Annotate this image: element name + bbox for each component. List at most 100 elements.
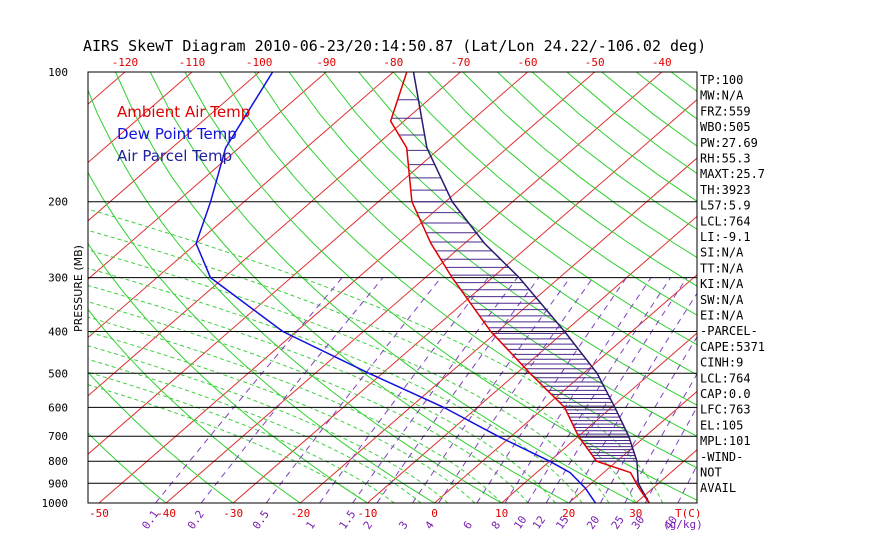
top-temp-tick-label: -50 (585, 56, 605, 69)
mixing-ratio-line (476, 277, 627, 503)
pressure-tick-label: 300 (48, 272, 68, 285)
parameter-item: LI:-9.1 (700, 230, 751, 244)
bottom-temperature-axis: -50 -40 -30 -20 -10 0 10 20 30 T(C) (89, 507, 701, 520)
legend-dew-point: Dew Point Temp (117, 125, 237, 143)
moist-adiabat-line (88, 301, 529, 503)
parameter-item: L57:5.9 (700, 199, 751, 213)
parameter-item: CAPE:5371 (700, 340, 765, 354)
isotherm-line (770, 72, 870, 503)
parameter-item: -WIND- (700, 450, 743, 464)
dry-adiabat-line (392, 72, 697, 316)
pressure-tick-label: 800 (48, 455, 68, 468)
parameter-item: LCL:764 (700, 371, 751, 385)
dry-adiabat-line (253, 72, 697, 437)
top-temp-tick-label: -60 (518, 56, 538, 69)
parameter-item: AVAIL (700, 481, 736, 495)
dewpoint-line (195, 72, 597, 503)
dry-adiabat-line (88, 88, 502, 503)
pressure-tick-label: 400 (48, 325, 68, 338)
parameter-item: TT:N/A (700, 261, 744, 275)
mixing-ratio-line (599, 336, 697, 503)
isotherm-line (88, 72, 327, 280)
mixing-ratio-tick-label: 30 (629, 513, 647, 531)
dry-adiabat-line (219, 72, 697, 469)
isotherm-line (165, 72, 663, 503)
isotherm-line (88, 72, 394, 339)
mixing-ratio-line (504, 277, 652, 503)
parameter-item: TH:3923 (700, 183, 751, 197)
isotherm-line (299, 157, 697, 503)
mixing-ratio-line (527, 277, 672, 503)
mixing-ratio-line (677, 464, 697, 503)
cape-shading (391, 99, 637, 462)
moist-adiabat-line (88, 267, 583, 503)
dry-adiabat-line (88, 308, 301, 503)
bottom-temp-tick-label: 30 (629, 507, 642, 520)
legend-ambient-temp: Ambient Air Temp (117, 103, 250, 121)
parameter-item: MW:N/A (700, 89, 744, 103)
dry-adiabat-line (88, 242, 368, 503)
mixing-ratio-tick-label: 1.5 (336, 508, 358, 532)
dry-adiabat-line (149, 72, 637, 503)
parameter-item: WBO:505 (700, 120, 751, 134)
bottom-temp-tick-label: 0 (431, 507, 438, 520)
parameter-item: TP:100 (700, 73, 743, 87)
dry-adiabat-line (323, 72, 697, 376)
mixing-ratio-line (155, 277, 343, 503)
dry-adiabat-line (88, 371, 234, 503)
moist-adiabat-line (88, 208, 664, 503)
parameter-item: PW:27.69 (700, 136, 758, 150)
mixing-ratio-line (319, 277, 489, 503)
dry-adiabat-line (288, 72, 697, 406)
pressure-axis: 100 200 300 400 500 600 700 800 900 1000 (42, 66, 69, 510)
isotherm-line (88, 72, 528, 455)
mixing-ratio-line (569, 292, 697, 503)
top-temperature-axis: -120 -110 -100 -90 -80 -70 -60 -50 -40 (112, 56, 672, 69)
parameter-item: KI:N/A (700, 277, 744, 291)
chart-title: AIRS SkewT Diagram 2010-06-23/20:14:50.8… (83, 37, 706, 55)
top-temp-tick-label: -70 (451, 56, 471, 69)
bottom-temp-tick-label: -10 (357, 507, 377, 520)
isotherm-line (434, 274, 697, 503)
parameter-item: RH:55.3 (700, 152, 751, 166)
pressure-tick-label: 700 (48, 430, 68, 443)
isotherm-line (367, 215, 697, 503)
isotherm-line (98, 72, 595, 503)
dry-adiabat-line (358, 72, 697, 346)
mixing-ratio-tick-label: 1 (303, 519, 317, 532)
parameter-item: NOT (700, 466, 722, 480)
moist-adiabat-line (88, 384, 368, 503)
bottom-temp-tick-label: -30 (223, 507, 243, 520)
dry-adiabat-line (462, 72, 697, 259)
pressure-tick-label: 500 (48, 367, 68, 380)
mixing-ratio-tick-label: 0.2 (185, 508, 207, 532)
plot-frame (87, 71, 698, 504)
pressure-tick-label: 100 (48, 66, 68, 79)
bottom-temp-tick-label: 20 (562, 507, 575, 520)
mixing-ratio-tick-label: 12 (530, 513, 548, 531)
bottom-temp-tick-label: 10 (495, 507, 508, 520)
dry-adiabat-line (184, 72, 697, 501)
isotherm-line (837, 72, 870, 503)
mixing-ratio-tick-label: 20 (584, 513, 602, 531)
parameter-item: CAP:0.0 (700, 387, 751, 401)
temperature-unit-label: T(C) (675, 507, 702, 520)
isotherm-line (88, 72, 193, 164)
pressure-tick-label: 900 (48, 477, 68, 490)
mixing-ratio-line (200, 277, 384, 503)
mixing-ratio-tick-label: 15 (553, 513, 571, 531)
parameter-item: LFC:763 (700, 403, 751, 417)
mixing-ratio-tick-label: 3 (396, 519, 410, 532)
dry-adiabat-line (88, 432, 167, 503)
y-axis-label: PRESSURE (MB) (72, 245, 85, 332)
mixing-ratio-tick-label: 4 (422, 519, 437, 532)
mixing-ratio-tick-label: 0.5 (250, 508, 272, 532)
legend-air-parcel: Air Parcel Temp (117, 147, 232, 165)
top-temp-tick-label: -100 (246, 56, 273, 69)
mixing-ratio-tick-label: 25 (609, 513, 627, 531)
mixing-ratio-tick-label: 10 (511, 513, 529, 531)
parameter-item: SI:N/A (700, 246, 744, 260)
mixing-ratio-unit-label: (g/kg) (663, 518, 703, 531)
